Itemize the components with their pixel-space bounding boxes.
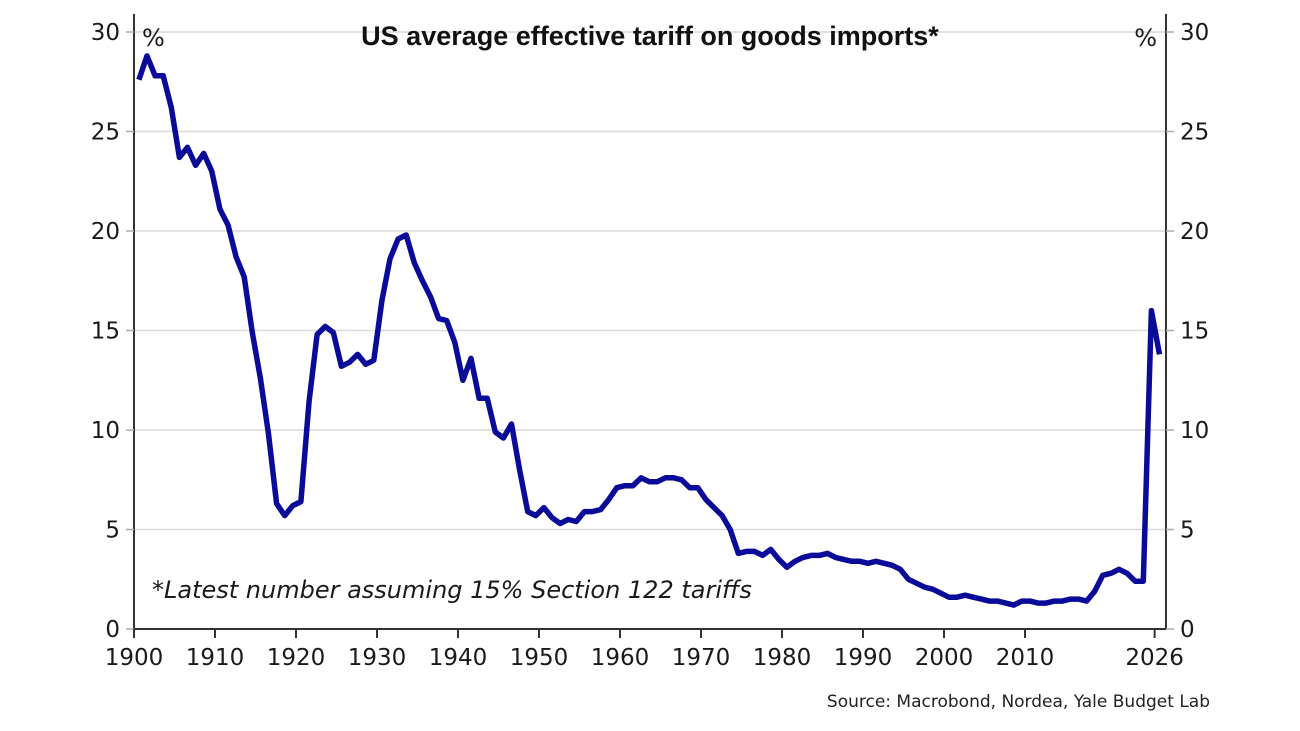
x-tick-label: 2026: [1125, 645, 1184, 671]
x-tick-label: 1900: [105, 645, 164, 671]
footnote-annotation: *Latest number assuming 15% Section 122 …: [152, 576, 752, 604]
x-tick-label: 2000: [915, 645, 974, 671]
right-y-tick-label: 25: [1180, 120, 1209, 146]
left-y-tick-label: 15: [91, 319, 120, 345]
left-y-tick-label: 20: [91, 219, 120, 245]
left-y-tick-label: 30: [91, 20, 120, 46]
x-tick-label: 2010: [996, 645, 1055, 671]
x-tick-label: 1920: [267, 645, 326, 671]
left-unit-label: %: [142, 24, 165, 52]
right-y-tick-label: 20: [1180, 219, 1209, 245]
series: [136, 53, 1163, 608]
x-tick-label: 1930: [348, 645, 407, 671]
right-y-tick-label: 30: [1180, 20, 1209, 46]
axis-ticks: 0 0 5 5 10 10 15 15 20 20 25 25 30 30 1900 1910 1920 1930…: [91, 20, 1210, 671]
series-line-tariff: [136, 53, 1163, 608]
right-y-tick-label: 15: [1180, 319, 1209, 345]
chart-title: US average effective tariff on goods imp…: [361, 21, 939, 51]
right-y-tick-label: 0: [1180, 617, 1195, 643]
left-y-tick-label: 25: [91, 120, 120, 146]
source-label: Source: Macrobond, Nordea, Yale Budget L…: [827, 692, 1210, 712]
gridlines: [134, 31, 1166, 531]
x-tick-label: 1950: [510, 645, 569, 671]
right-y-tick-label: 10: [1180, 418, 1209, 444]
x-tick-label: 1940: [429, 645, 488, 671]
x-tick-label: 1910: [186, 645, 245, 671]
x-tick-label: 1980: [753, 645, 812, 671]
x-tick-label: 1970: [672, 645, 731, 671]
x-tick-label: 1960: [591, 645, 650, 671]
right-unit-label: %: [1134, 24, 1157, 52]
left-y-tick-label: 0: [105, 617, 120, 643]
left-y-tick-label: 5: [105, 518, 120, 544]
x-tick-label: 1990: [834, 645, 893, 671]
left-y-tick-label: 10: [91, 418, 120, 444]
axes: [133, 14, 1167, 630]
right-y-tick-label: 5: [1180, 518, 1195, 544]
